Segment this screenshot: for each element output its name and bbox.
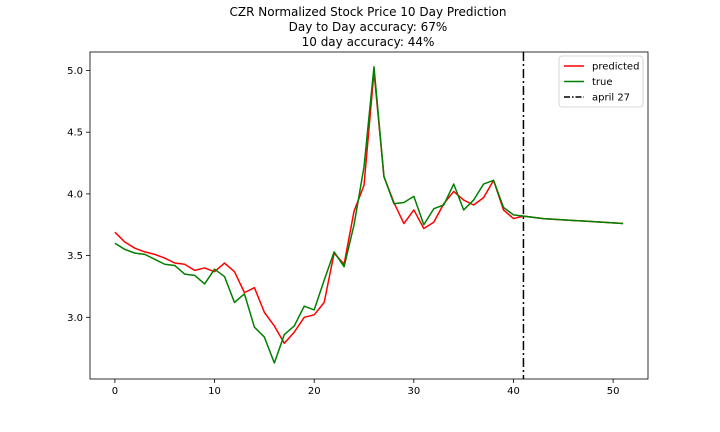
chart-title-line-3: 10 day accuracy: 44% [302, 35, 435, 49]
x-tick-label: 20 [308, 386, 321, 397]
x-tick-label: 40 [507, 386, 520, 397]
series-line-true [114, 66, 624, 364]
y-tick-label: 3.5 [67, 251, 83, 262]
x-tick-label: 10 [208, 386, 221, 397]
legend: predicted true april 27 [558, 55, 644, 108]
plot-frame [89, 51, 649, 380]
x-tick-label: 30 [407, 386, 420, 397]
legend-label-april-27: april 27 [592, 93, 630, 104]
chart-title-line-2: Day to Day accuracy: 67% [289, 20, 448, 34]
x-tick-label: 0 [112, 386, 118, 397]
chart-title-line-1: CZR Normalized Stock Price 10 Day Predic… [230, 5, 507, 19]
y-tick-label: 4.5 [67, 128, 83, 139]
y-tick-label: 5.0 [67, 66, 83, 77]
legend-box [558, 55, 644, 108]
y-tick-label: 3.0 [67, 313, 83, 324]
legend-label-predicted: predicted [592, 62, 639, 73]
y-tick-label: 4.0 [67, 189, 83, 200]
axes: 0 10 20 30 40 50 3.0 3.5 4.0 4.5 5.0 [67, 51, 649, 397]
x-tick-label: 50 [607, 386, 620, 397]
plot-area [114, 52, 624, 379]
legend-label-true: true [592, 77, 613, 88]
